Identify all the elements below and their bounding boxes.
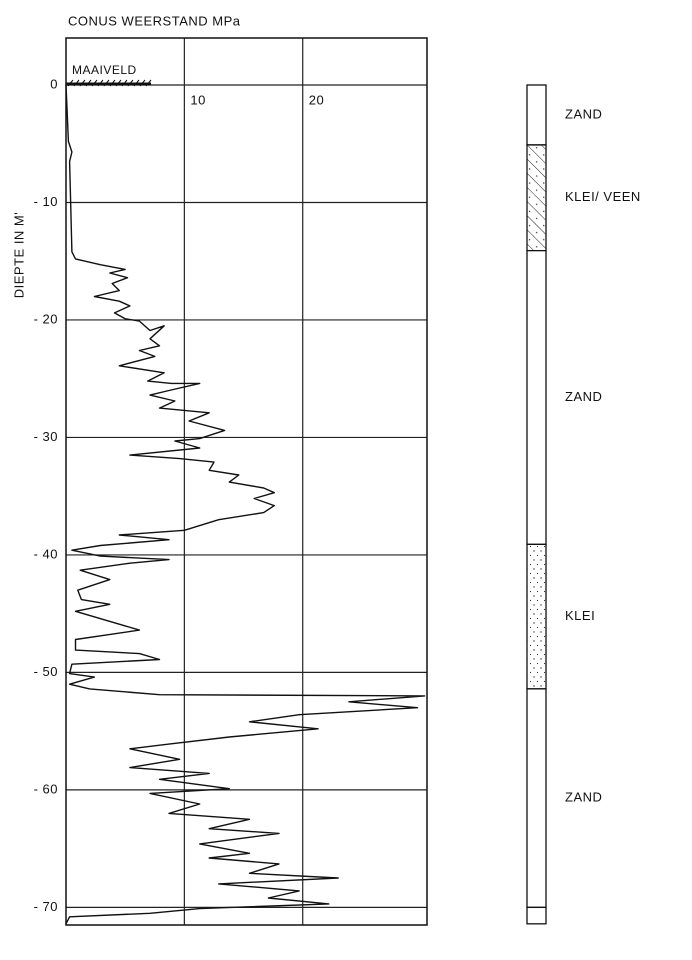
ground-hatch	[91, 79, 98, 87]
y-tick-label: - 70	[34, 899, 58, 914]
ground-hatch	[145, 79, 152, 87]
y-tick-label: 0	[50, 76, 58, 91]
ground-hatch	[109, 79, 116, 87]
y-tick-label: - 30	[34, 429, 58, 444]
ground-hatch	[73, 79, 80, 87]
plot-frame	[65, 37, 428, 926]
y-tick-label: - 50	[34, 664, 58, 679]
soil-layer	[526, 543, 547, 690]
y-tick-label: - 60	[34, 781, 58, 796]
y-tick-label: - 40	[34, 546, 58, 561]
ground-hatch	[85, 79, 92, 87]
ground-hatch	[133, 79, 140, 87]
soil-layer-label: KLEI	[565, 608, 595, 623]
y-tick-label: - 20	[34, 311, 58, 326]
ground-hatch	[67, 79, 74, 87]
soil-layer	[526, 144, 547, 252]
x-tick-label: 20	[309, 92, 324, 107]
soil-layer	[526, 906, 547, 925]
ground-hatch	[103, 79, 110, 87]
soil-layer-label: ZAND	[565, 790, 602, 805]
chart-title: CONUS WEERSTAND MPa	[68, 13, 241, 28]
annotation: MAAIVELD	[72, 63, 137, 77]
ground-hatch	[121, 79, 128, 87]
soil-layer	[526, 249, 547, 546]
x-tick-label: 10	[190, 92, 205, 107]
cone-resistance-line	[65, 84, 426, 925]
ground-hatch	[97, 79, 104, 87]
ground-hatch	[127, 79, 134, 87]
soil-layer-label: ZAND	[565, 106, 602, 121]
soil-layer-label: ZAND	[565, 389, 602, 404]
y-axis-label: DIEPTE IN M'	[11, 212, 26, 299]
ground-hatch	[139, 79, 146, 87]
y-tick-label: - 10	[34, 194, 58, 209]
soil-layer-label: KLEI/ VEEN	[565, 189, 641, 204]
soil-layer	[526, 84, 547, 146]
soil-layer	[526, 688, 547, 909]
ground-hatch	[115, 79, 122, 87]
ground-hatch	[79, 79, 86, 87]
